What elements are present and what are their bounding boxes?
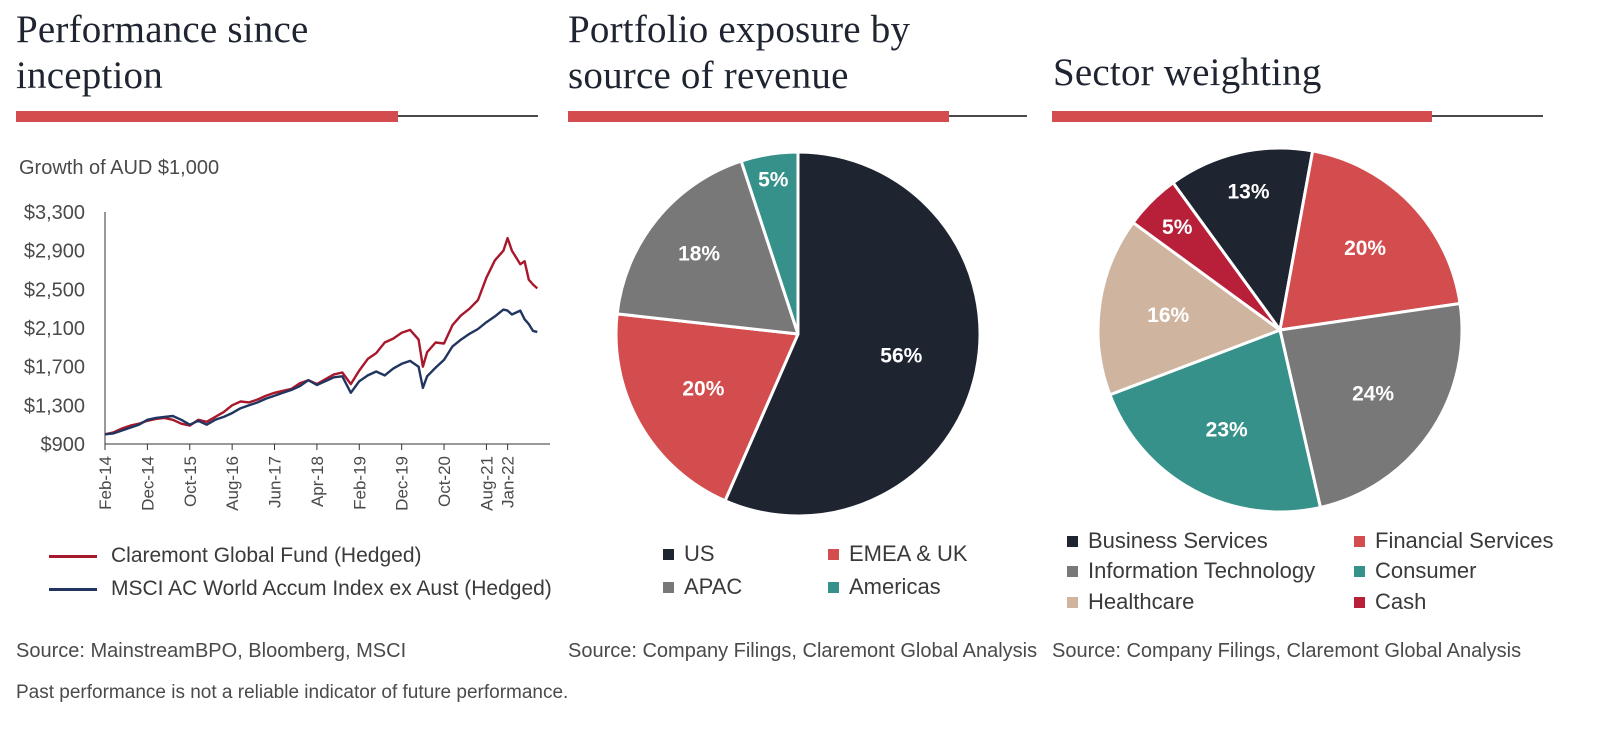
- pie-label-emea-uk: 20%: [682, 378, 724, 401]
- legend-item-financial-services: Financial Services: [1354, 528, 1554, 554]
- x-tick-label: Aug-16: [223, 456, 242, 511]
- y-tick-label: $2,100: [24, 318, 85, 340]
- pie-slice-business-services: [1171, 146, 1315, 332]
- legend-label-business-services: Business Services: [1088, 528, 1268, 553]
- pie-label-financial-services: 20%: [1344, 237, 1386, 260]
- pie-slice-financial-services: [1278, 149, 1462, 332]
- legend-item-business-services: Business Services: [1067, 528, 1268, 554]
- pie-label-business-services: 13%: [1227, 181, 1269, 204]
- legend-item-healthcare: Healthcare: [1067, 589, 1194, 615]
- series-line-fund: [104, 236, 539, 436]
- x-tick-label: Feb-19: [350, 456, 369, 510]
- y-tick-label: $2,500: [24, 279, 85, 301]
- legend-swatch-information-technology: [1067, 565, 1078, 577]
- pie-label-americas: 5%: [758, 168, 789, 191]
- legend-label-consumer: Consumer: [1375, 558, 1477, 583]
- legend-label-us: US: [684, 541, 715, 566]
- pie-label-information-technology: 24%: [1352, 383, 1394, 406]
- y-tick-label: $3,300: [24, 202, 85, 224]
- exposure-title-line1: Portfolio exposure by: [568, 8, 911, 51]
- title-rule: [398, 115, 538, 117]
- x-tick-label: Aug-21: [477, 456, 496, 511]
- legend-item-information-technology: Information Technology: [1067, 558, 1315, 584]
- y-tick-label: $1,300: [24, 395, 85, 417]
- x-tick-label: Oct-15: [181, 456, 200, 507]
- pie-label-consumer: 23%: [1206, 419, 1248, 442]
- pie-label-cash: 5%: [1162, 216, 1193, 239]
- x-tick-label: Apr-18: [308, 456, 327, 507]
- x-tick-label: Oct-20: [435, 456, 454, 507]
- performance-title: Performance since inception: [16, 7, 309, 99]
- legend-label-financial-services: Financial Services: [1375, 528, 1554, 553]
- series-line-index: [104, 308, 538, 436]
- legend-swatch-healthcare: [1067, 596, 1078, 608]
- legend-label-emea-uk: EMEA & UK: [849, 541, 968, 566]
- legend-item-apac: APAC: [663, 574, 742, 600]
- legend-swatch-apac: [663, 581, 674, 593]
- legend-swatch-business-services: [1067, 535, 1078, 547]
- exposure-source: Source: Company Filings, Claremont Globa…: [568, 640, 1038, 662]
- performance-line-chart: $3,300 $2,900 $2,500 $2,100 $1,700 $1,300 $900…: [24, 202, 550, 511]
- pie-slice-healthcare: [1096, 221, 1282, 397]
- legend-item-cash: Cash: [1354, 589, 1426, 615]
- legend-item-us: US: [663, 541, 715, 567]
- pie-label-us: 56%: [880, 345, 922, 368]
- legend-item-fund: Claremont Global Fund (Hedged): [49, 544, 422, 568]
- chart-subtitle: Growth of AUD $1,000: [19, 157, 220, 179]
- legend-line-index: [49, 587, 97, 591]
- pie-slice-emea-uk: [614, 312, 800, 503]
- sector-pie-chart: 13% 20% 24% 23% 16% 5%: [1096, 146, 1464, 514]
- y-tick-label: $900: [41, 434, 86, 456]
- title-accent-bar: [568, 111, 949, 122]
- x-tick-label: Dec-14: [138, 456, 157, 511]
- legend-label-information-technology: Information Technology: [1088, 558, 1316, 583]
- legend-label-fund: Claremont Global Fund (Hedged): [111, 544, 422, 567]
- legend-label-americas: Americas: [849, 574, 941, 599]
- sector-source: Source: Company Filings, Claremont Globa…: [1052, 640, 1522, 662]
- legend-label-apac: APAC: [684, 574, 743, 599]
- y-tick-label: $1,700: [24, 357, 85, 379]
- exposure-title: Portfolio exposure by source of revenue: [568, 7, 910, 99]
- legend-swatch-americas: [828, 581, 839, 593]
- title-rule: [1432, 115, 1543, 117]
- exposure-title-line2: source of revenue: [568, 54, 849, 97]
- legend-swatch-cash: [1354, 596, 1365, 608]
- legend-swatch-financial-services: [1354, 535, 1365, 547]
- title-accent-bar: [16, 111, 398, 122]
- legend-label-healthcare: Healthcare: [1088, 589, 1195, 614]
- pie-slice-cash: [1131, 181, 1282, 332]
- y-tick-label: $2,900: [24, 241, 85, 263]
- x-tick-label: Feb-14: [96, 456, 115, 510]
- performance-title-line1: Performance since: [16, 8, 309, 51]
- pie-slice-apac: [615, 159, 800, 336]
- x-tick-label: Jun-17: [266, 456, 285, 508]
- title-rule: [949, 115, 1027, 117]
- legend-item-index: MSCI AC World Accum Index ex Aust (Hedge…: [49, 577, 552, 601]
- legend-item-emea-uk: EMEA & UK: [828, 541, 968, 567]
- disclaimer: Past performance is not a reliable indic…: [16, 682, 569, 703]
- legend-swatch-us: [663, 548, 674, 560]
- exposure-pie-chart: 56% 20% 18% 5%: [614, 150, 982, 518]
- x-tick-label: Jan-22: [499, 456, 518, 508]
- x-tick-label: Dec-19: [393, 456, 412, 511]
- pie-label-healthcare: 16%: [1147, 304, 1189, 327]
- pie-slice-information-technology: [1278, 301, 1464, 509]
- title-accent-bar: [1052, 111, 1432, 122]
- legend-item-consumer: Consumer: [1354, 558, 1476, 584]
- legend-item-americas: Americas: [828, 574, 941, 600]
- pie-label-apac: 18%: [678, 243, 720, 266]
- pie-slice-americas: [739, 150, 800, 336]
- sector-title: Sector weighting: [1053, 51, 1322, 94]
- legend-swatch-emea-uk: [828, 548, 839, 560]
- legend-label-index: MSCI AC World Accum Index ex Aust (Hedge…: [111, 577, 552, 600]
- legend-label-cash: Cash: [1375, 589, 1427, 614]
- pie-slice-us: [723, 150, 982, 518]
- legend-line-fund: [49, 554, 97, 558]
- performance-source: Source: MainstreamBPO, Bloomberg, MSCI: [16, 640, 407, 662]
- legend-swatch-consumer: [1354, 565, 1365, 577]
- performance-title-line2: inception: [16, 54, 163, 97]
